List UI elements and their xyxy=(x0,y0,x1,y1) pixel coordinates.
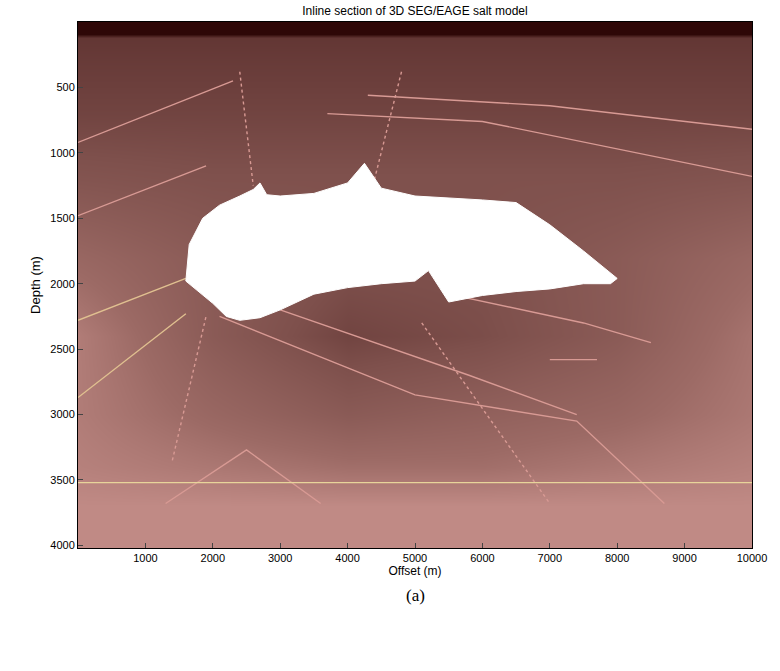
svg-text:4000: 4000 xyxy=(50,539,74,551)
svg-text:10000: 10000 xyxy=(737,552,768,564)
svg-text:9000: 9000 xyxy=(672,552,696,564)
svg-text:7000: 7000 xyxy=(538,552,562,564)
svg-text:(a): (a) xyxy=(406,586,425,605)
svg-text:8000: 8000 xyxy=(605,552,629,564)
svg-text:2000: 2000 xyxy=(50,278,74,290)
svg-text:1500: 1500 xyxy=(50,212,74,224)
svg-text:3500: 3500 xyxy=(50,474,74,486)
svg-text:6000: 6000 xyxy=(470,552,494,564)
svg-text:2000: 2000 xyxy=(201,552,225,564)
svg-text:2500: 2500 xyxy=(50,343,74,355)
svg-text:500: 500 xyxy=(56,81,74,93)
svg-text:Depth (m): Depth (m) xyxy=(28,256,43,314)
svg-text:Inline section of 3D SEG/EAGE: Inline section of 3D SEG/EAGE salt model xyxy=(302,4,527,18)
svg-text:1000: 1000 xyxy=(133,552,157,564)
svg-text:3000: 3000 xyxy=(50,408,74,420)
svg-text:5000: 5000 xyxy=(403,552,427,564)
svg-text:3000: 3000 xyxy=(268,552,292,564)
svg-text:4000: 4000 xyxy=(335,552,359,564)
svg-text:Offset (m): Offset (m) xyxy=(388,564,441,578)
svg-text:1000: 1000 xyxy=(50,147,74,159)
